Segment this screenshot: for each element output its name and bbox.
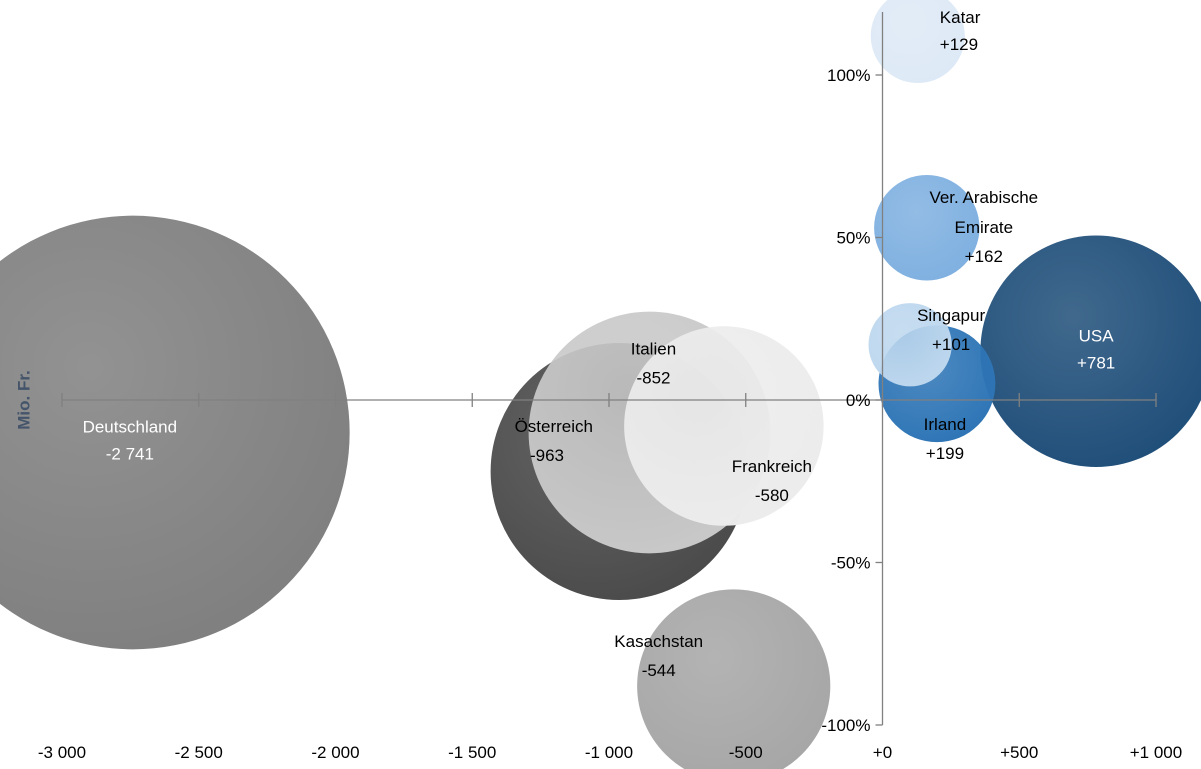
bubble-label-name-frankreich: Frankreich xyxy=(732,457,812,476)
bubble-label-name-kasachstan: Kasachstan xyxy=(614,632,703,651)
bubble-singapur xyxy=(868,303,952,387)
x-tick-label: +1 000 xyxy=(1130,743,1182,762)
bubble-label-value-katar: +129 xyxy=(940,35,978,54)
bubble-frankreich xyxy=(624,326,824,526)
bubble-label-value-usa: +781 xyxy=(1077,353,1115,372)
y-axis-label: Mio. Fr. xyxy=(15,370,34,430)
bubble-label-value-ver-arabische-emirate: +162 xyxy=(965,247,1003,266)
axes-layer: -3 000 -2 500 -2 000 -1 500 -1 000 -500 +0 +500… xyxy=(38,12,1182,762)
bubble-label-value-italien: -852 xyxy=(636,369,670,388)
bubble-label-value-singapur: +101 xyxy=(932,335,970,354)
bubble-label-name-ver-arabische-emirate: Emirate xyxy=(955,218,1014,237)
x-tick-label: -1 000 xyxy=(585,743,633,762)
bubble-label-name-italien: Italien xyxy=(631,340,676,359)
bubble-label-name-österreich: Österreich xyxy=(515,417,593,436)
x-tick-label: -500 xyxy=(729,743,763,762)
bubble-deutschland xyxy=(0,215,350,650)
bubble-label-name-singapur: Singapur xyxy=(917,306,985,325)
labels-layer: Katar +129 Ver. Arabische Emirate +162 Singap… xyxy=(83,8,1116,680)
y-tick-label: -100% xyxy=(821,716,870,735)
bubble-katar xyxy=(870,0,965,84)
y-tick-label: 100% xyxy=(827,66,870,85)
bubble-label-value-frankreich: -580 xyxy=(755,486,789,505)
bubble-label-value-kasachstan: -544 xyxy=(642,661,676,680)
y-tick-label: 50% xyxy=(836,229,870,248)
bubble-label-value-deutschland: -2 741 xyxy=(106,445,154,464)
bubble-label-value-irland: +199 xyxy=(926,444,964,463)
bubble-label-name-katar: Katar xyxy=(940,8,981,27)
bubble-label-value-österreich: -963 xyxy=(530,446,564,465)
x-tick-label: +0 xyxy=(873,743,892,762)
x-tick-label: -3 000 xyxy=(38,743,86,762)
bubble-label-name-deutschland: Deutschland xyxy=(83,418,178,437)
bubble-label-name-ver-arabische-emirate: Ver. Arabische xyxy=(929,188,1038,207)
bubble-label-name-irland: Irland xyxy=(924,415,967,434)
y-tick-label: -50% xyxy=(831,554,871,573)
bubble-usa xyxy=(980,235,1201,467)
x-tick-label: -2 000 xyxy=(311,743,359,762)
x-tick-label: -2 500 xyxy=(175,743,223,762)
bubble-kasachstan xyxy=(637,589,831,769)
bubble-ver-arabische-emirate xyxy=(874,175,980,281)
y-tick-label: 0% xyxy=(846,391,871,410)
bubble-label-name-usa: USA xyxy=(1079,326,1115,345)
x-tick-label: +500 xyxy=(1000,743,1038,762)
x-tick-label: -1 500 xyxy=(448,743,496,762)
